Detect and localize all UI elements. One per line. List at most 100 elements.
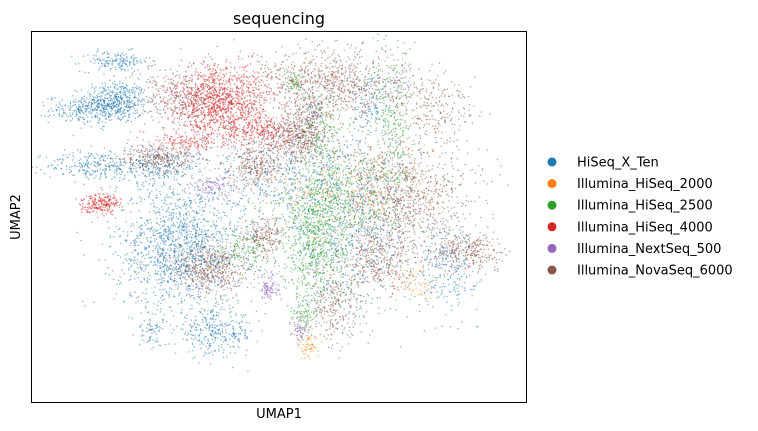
scatter-point (165, 259, 167, 262)
scatter-point (116, 111, 118, 113)
scatter-point (366, 133, 368, 136)
scatter-point (376, 228, 378, 230)
scatter-point (148, 336, 151, 338)
scatter-point (182, 338, 184, 340)
scatter-point (320, 185, 322, 187)
scatter-point (294, 182, 296, 184)
scatter-point (228, 200, 230, 202)
scatter-point (384, 167, 387, 169)
scatter-point (137, 99, 139, 101)
scatter-point (174, 225, 176, 227)
scatter-point (146, 228, 148, 230)
scatter-point (179, 184, 181, 186)
scatter-point (181, 175, 183, 177)
scatter-point (186, 204, 188, 206)
scatter-point (426, 255, 429, 257)
scatter-point (368, 218, 370, 220)
scatter-point (159, 254, 161, 256)
scatter-point (216, 262, 218, 265)
scatter-point (176, 171, 178, 173)
scatter-point (328, 224, 330, 226)
scatter-point (163, 198, 166, 200)
scatter-point (158, 278, 160, 281)
scatter-point (69, 102, 71, 105)
scatter-point (411, 187, 413, 189)
scatter-point (161, 270, 163, 272)
scatter-point (156, 251, 159, 253)
scatter-point (232, 173, 234, 176)
scatter-point (359, 142, 361, 144)
scatter-point (112, 106, 115, 109)
scatter-point (201, 246, 204, 248)
scatter-point (178, 211, 181, 213)
scatter-point (118, 167, 120, 169)
scatter-point (115, 110, 117, 112)
scatter-point (288, 215, 290, 217)
scatter-point (143, 175, 146, 177)
scatter-point (178, 212, 181, 214)
scatter-point (232, 320, 234, 322)
scatter-point (212, 315, 215, 317)
scatter-point (177, 205, 179, 207)
scatter-point (125, 100, 128, 102)
scatter-point (158, 224, 160, 226)
scatter-point (201, 231, 203, 233)
scatter-point (454, 291, 457, 293)
scatter-point (329, 235, 332, 237)
scatter-point (87, 152, 90, 154)
scatter-point (200, 332, 202, 334)
scatter-point (108, 53, 110, 55)
scatter-point (206, 342, 208, 344)
scatter-point (112, 165, 114, 167)
scatter-point (176, 207, 178, 210)
cluster-HiSeq_X_Ten-9 (403, 207, 486, 330)
scatter-point (367, 295, 370, 297)
scatter-point (336, 218, 338, 221)
scatter-point (116, 283, 118, 285)
scatter-point (289, 199, 291, 201)
scatter-point (103, 100, 105, 102)
scatter-point (324, 220, 326, 222)
scatter-point (389, 76, 391, 78)
scatter-point (171, 279, 173, 281)
scatter-point (98, 163, 100, 165)
scatter-point (86, 164, 89, 167)
scatter-point (196, 158, 199, 160)
scatter-point (157, 244, 159, 246)
scatter-point (159, 265, 161, 267)
scatter-point (230, 163, 232, 165)
scatter-point (332, 252, 334, 254)
scatter-point (111, 108, 113, 111)
scatter-point (394, 90, 396, 92)
scatter-point (333, 243, 335, 245)
scatter-point (144, 110, 147, 112)
scatter-point (268, 178, 270, 180)
scatter-point (118, 64, 120, 66)
scatter-point (127, 105, 129, 107)
scatter-point (152, 100, 154, 102)
scatter-point (355, 151, 357, 153)
scatter-point (405, 177, 407, 179)
scatter-point (259, 187, 261, 190)
scatter-point (217, 261, 219, 264)
scatter-point (165, 215, 167, 218)
scatter-point (91, 86, 93, 88)
scatter-point (84, 169, 86, 171)
scatter-point (175, 155, 177, 157)
scatter-point (189, 287, 191, 290)
scatter-point (213, 269, 215, 271)
scatter-point (104, 90, 106, 92)
scatter-point (412, 275, 414, 277)
scatter-point (94, 116, 97, 118)
scatter-point (189, 206, 191, 208)
scatter-point (174, 252, 176, 254)
scatter-point (142, 153, 144, 155)
scatter-point (193, 324, 195, 326)
scatter-point (406, 316, 408, 318)
scatter-point (128, 116, 131, 118)
scatter-point (360, 114, 363, 116)
scatter-point (191, 257, 193, 260)
scatter-point (125, 95, 127, 97)
scatter-point (370, 229, 372, 231)
scatter-point (143, 277, 145, 279)
